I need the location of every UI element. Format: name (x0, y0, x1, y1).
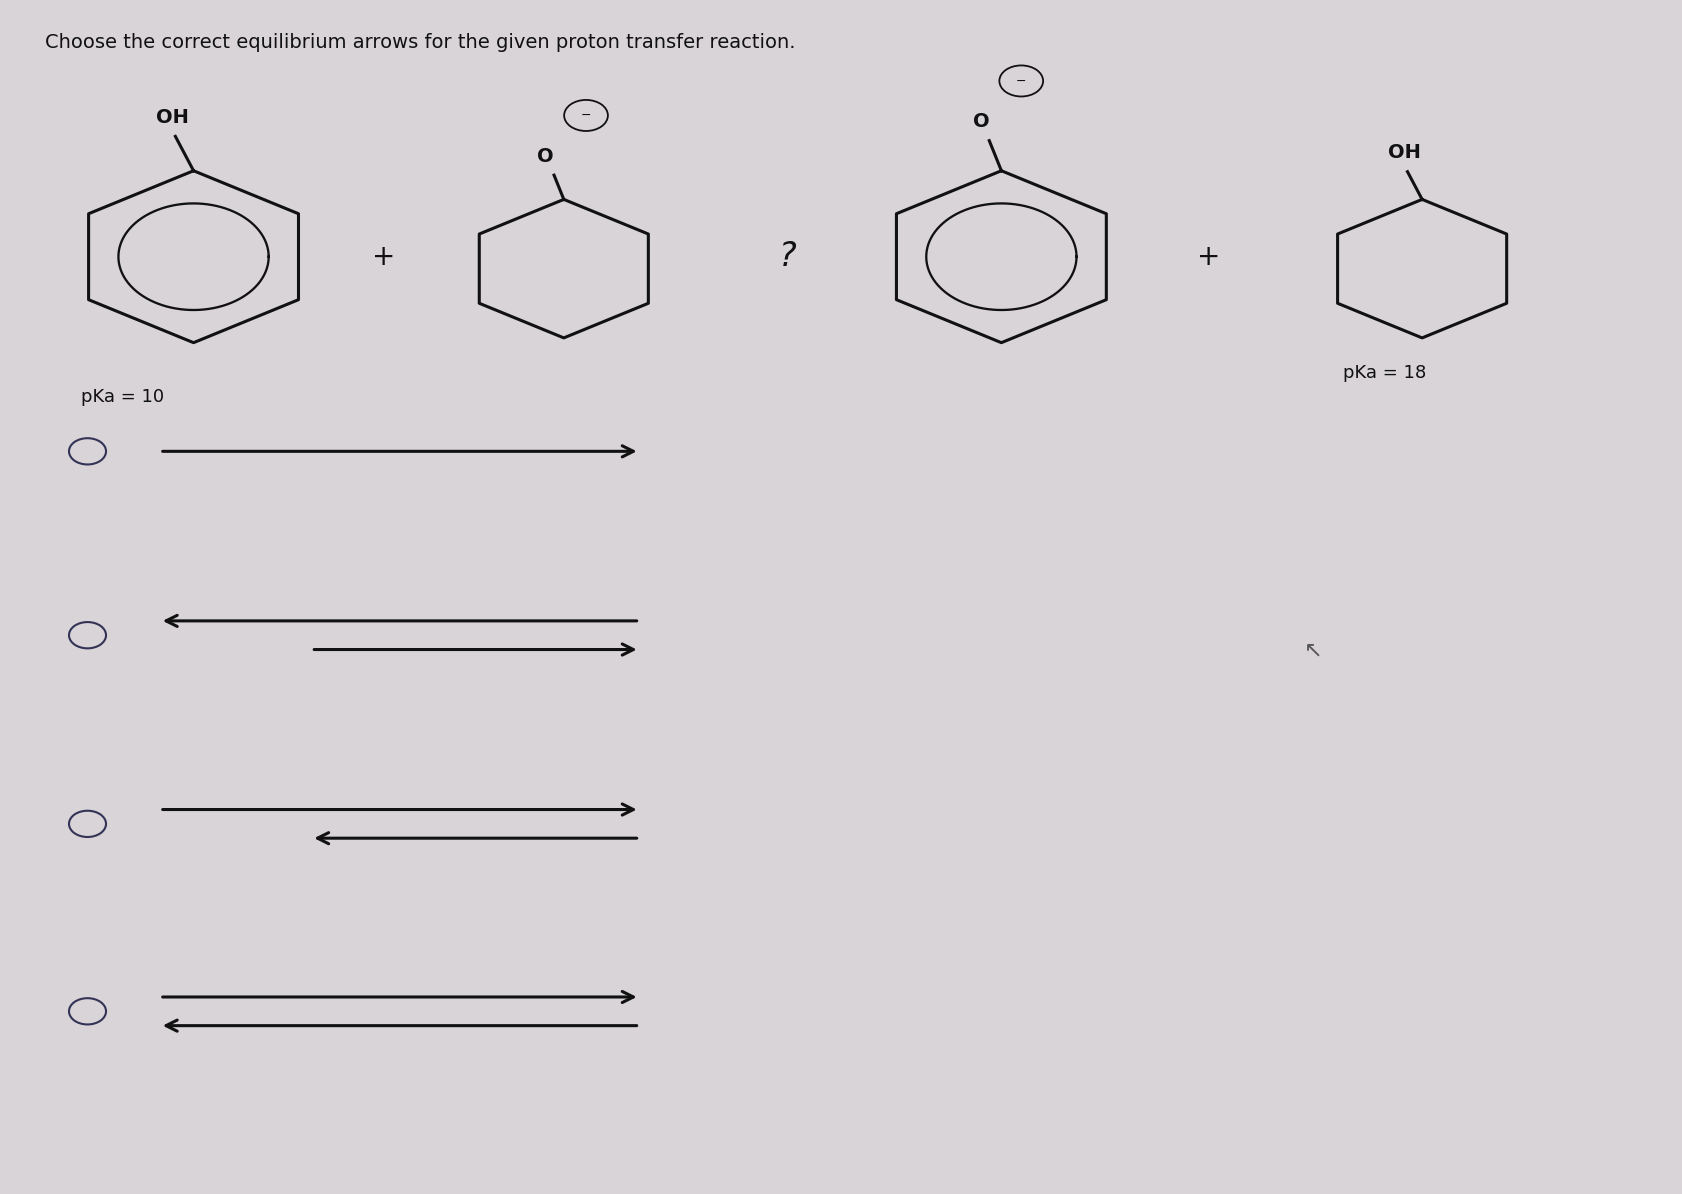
Text: OH: OH (1388, 143, 1420, 162)
Text: ?: ? (779, 240, 796, 273)
Text: O: O (537, 147, 553, 166)
Text: ↖: ↖ (1302, 641, 1322, 660)
Text: Choose the correct equilibrium arrows for the given proton transfer reaction.: Choose the correct equilibrium arrows fo… (45, 33, 796, 53)
Text: OH: OH (155, 107, 188, 127)
Text: +: + (1196, 242, 1219, 271)
Text: +: + (372, 242, 395, 271)
Text: −: − (580, 109, 590, 122)
Text: pKa = 10: pKa = 10 (81, 388, 163, 406)
Text: −: − (1016, 74, 1026, 87)
Text: pKa = 18: pKa = 18 (1342, 364, 1425, 382)
Text: O: O (972, 112, 989, 131)
